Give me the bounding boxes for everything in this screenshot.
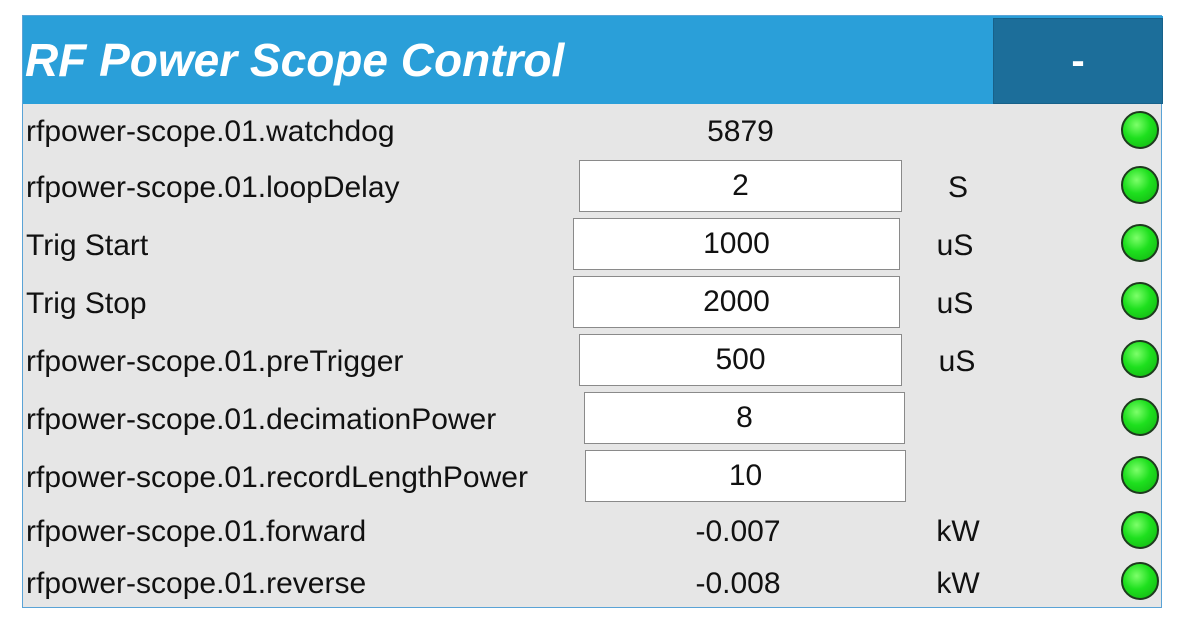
row-unit: kW — [936, 567, 980, 600]
row-unit: uS — [936, 287, 974, 320]
status-led — [1121, 511, 1159, 549]
row-label: rfpower-scope.01.watchdog — [26, 115, 395, 148]
row-unit: S — [947, 171, 968, 204]
row-unit: kW — [936, 515, 980, 548]
status-led — [1121, 456, 1159, 494]
status-led — [1121, 166, 1159, 204]
rf-power-scope-panel: RF Power Scope Control - rfpower-scope.0… — [22, 15, 1163, 609]
row-watchdog: rfpower-scope.01.watchdog 5879 — [23, 104, 1163, 158]
status-led — [1121, 340, 1159, 378]
status-led — [1121, 224, 1159, 262]
row-trig-stop: Trig Stop uS — [23, 274, 1163, 332]
status-led — [1121, 398, 1159, 436]
row-loop-delay: rfpower-scope.01.loopDelay S — [23, 158, 1163, 216]
row-label: Trig Start — [26, 229, 149, 262]
row-trig-start: Trig Start uS — [23, 216, 1163, 274]
row-label: rfpower-scope.01.loopDelay — [26, 171, 400, 204]
record-length-power-input[interactable] — [585, 450, 906, 502]
forward-value: -0.007 — [695, 515, 781, 548]
row-unit: uS — [938, 345, 976, 378]
pre-trigger-input[interactable] — [579, 334, 902, 386]
panel-title: RF Power Scope Control — [25, 34, 565, 86]
row-unit: uS — [936, 229, 974, 262]
row-label: rfpower-scope.01.recordLengthPower — [26, 461, 528, 494]
decimation-power-input[interactable] — [584, 392, 905, 444]
collapse-button[interactable]: - — [993, 18, 1163, 104]
row-label: rfpower-scope.01.decimationPower — [26, 403, 497, 436]
row-record-length-power: rfpower-scope.01.recordLengthPower — [23, 448, 1163, 506]
row-label: rfpower-scope.01.forward — [26, 515, 367, 548]
loop-delay-input[interactable] — [579, 160, 902, 212]
trig-stop-input[interactable] — [573, 276, 900, 328]
row-label: rfpower-scope.01.preTrigger — [26, 345, 404, 378]
watchdog-value: 5879 — [707, 115, 774, 148]
row-forward: rfpower-scope.01.forward -0.007 kW — [23, 506, 1163, 558]
row-label: Trig Stop — [26, 287, 147, 320]
trig-start-input[interactable] — [573, 218, 900, 270]
status-led — [1121, 282, 1159, 320]
status-led — [1121, 111, 1159, 149]
row-decimation-power: rfpower-scope.01.decimationPower — [23, 390, 1163, 448]
panel-header: RF Power Scope Control - — [23, 16, 1163, 104]
row-pre-trigger: rfpower-scope.01.preTrigger uS — [23, 332, 1163, 390]
status-led — [1121, 562, 1159, 600]
row-label: rfpower-scope.01.reverse — [26, 567, 367, 600]
row-reverse: rfpower-scope.01.reverse -0.008 kW — [23, 558, 1163, 609]
reverse-value: -0.008 — [695, 567, 781, 600]
